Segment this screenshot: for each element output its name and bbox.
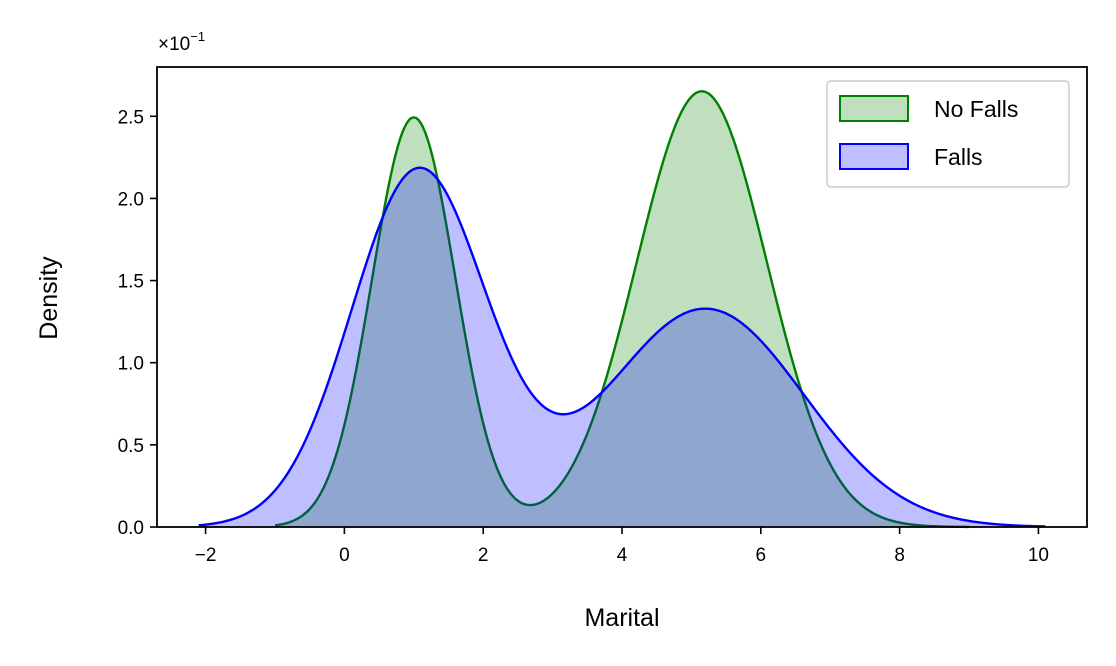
x-tick-label: 4 [617,545,628,566]
y-tick-label: 1.0 [118,354,144,375]
y-multiplier-base: ×10 [158,34,190,55]
series-line-no-falls [274,90,970,529]
y-tick-label: 0.0 [118,518,144,539]
y-multiplier: ×10−1 [158,29,205,55]
legend-label-no-falls: No Falls [934,96,1018,122]
y-tick-label: 0.5 [118,436,144,457]
x-tick-label: 2 [478,545,489,566]
y-axis-label: Density [35,256,63,340]
y-tick-label: 2.5 [118,107,144,128]
series-layer [198,90,1046,529]
x-tick-label: −2 [195,545,217,566]
y-tick-label: 1.5 [118,272,144,293]
x-tick-label: 0 [339,545,350,566]
legend-box [826,80,1070,188]
x-axis-label: Marital [584,604,659,632]
x-tick-label: 6 [756,545,767,566]
legend-label-falls: Falls [934,144,983,170]
legend: No Falls Falls [826,80,1070,188]
y-multiplier-exponent: −1 [190,29,205,44]
y-axis: 0.0 0.5 1.0 1.5 2.0 2.5 [118,107,157,539]
x-tick-label: 10 [1028,545,1049,566]
x-axis: −2 0 2 4 6 8 10 [195,527,1049,566]
y-tick-label: 2.0 [118,189,144,210]
series-fill-falls [198,167,1046,528]
legend-swatch-falls [839,143,909,170]
x-tick-label: 8 [894,545,905,566]
series-line-falls [198,166,1046,528]
series-fill-no-falls [274,91,970,527]
legend-swatch-no-falls [839,95,909,122]
